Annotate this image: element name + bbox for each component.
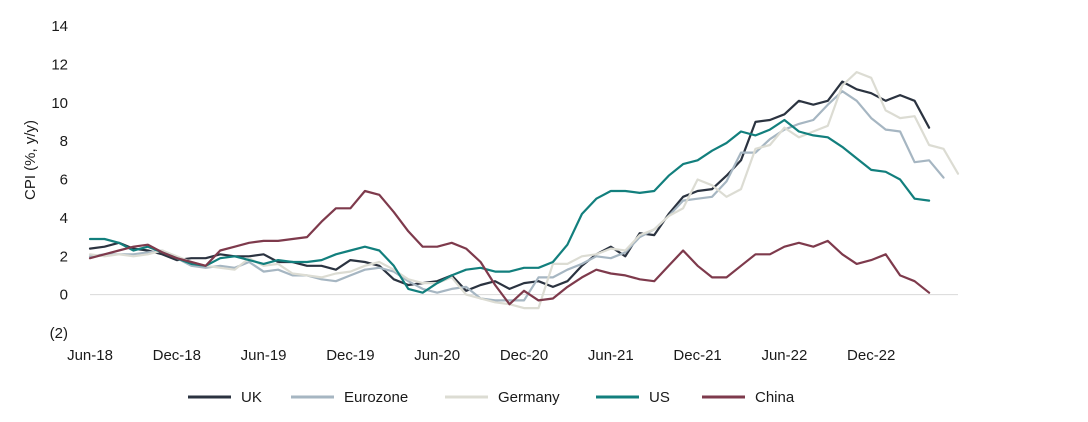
y-tick-label: 4 (60, 210, 68, 227)
x-tick-label: Dec-18 (153, 347, 201, 364)
legend-label: UK (241, 389, 262, 406)
y-axis-tick-labels: 14 12 10 8 6 4 2 0 (2) (50, 18, 68, 342)
x-tick-label: Jun-19 (241, 347, 287, 364)
x-tick-label: Jun-22 (761, 347, 807, 364)
legend-item-uk: UK (188, 389, 262, 406)
series-line-germany (88, 70, 960, 310)
y-tick-label: 12 (51, 56, 68, 73)
y-tick-label: 6 (60, 172, 68, 189)
x-tick-label: Dec-20 (500, 347, 548, 364)
series-line-eurozone (88, 90, 945, 302)
y-tick-label: 2 (60, 248, 68, 265)
x-tick-label: Jun-20 (414, 347, 460, 364)
legend-item-germany: Germany (445, 389, 560, 406)
x-tick-label: Jun-18 (67, 347, 113, 364)
y-tick-label: 14 (51, 18, 68, 35)
legend-item-china: China (702, 389, 795, 406)
legend-item-us: US (596, 389, 670, 406)
x-tick-label: Dec-22 (847, 347, 895, 364)
series-line-china (88, 189, 931, 306)
y-tick-label: 8 (60, 133, 68, 150)
y-tick-label: 10 (51, 95, 68, 112)
x-tick-label: Jun-21 (588, 347, 634, 364)
legend-item-eurozone: Eurozone (291, 389, 408, 406)
series-line-uk (88, 80, 931, 292)
y-axis-title: CPI (%, y/y) (22, 120, 39, 200)
legend: UK Eurozone Germany US China (188, 389, 795, 406)
series-line-us (88, 118, 931, 294)
x-tick-label: Dec-19 (326, 347, 374, 364)
legend-label: China (755, 389, 795, 406)
legend-label: Germany (498, 389, 560, 406)
series-lines (88, 70, 960, 310)
y-tick-label: 0 (60, 287, 68, 304)
legend-label: US (649, 389, 670, 406)
y-tick-label: (2) (50, 325, 68, 342)
legend-label: Eurozone (344, 389, 408, 406)
x-tick-label: Dec-21 (673, 347, 721, 364)
x-axis-tick-labels: Jun-18 Dec-18 Jun-19 Dec-19 Jun-20 Dec-20 Jun-… (67, 347, 895, 364)
